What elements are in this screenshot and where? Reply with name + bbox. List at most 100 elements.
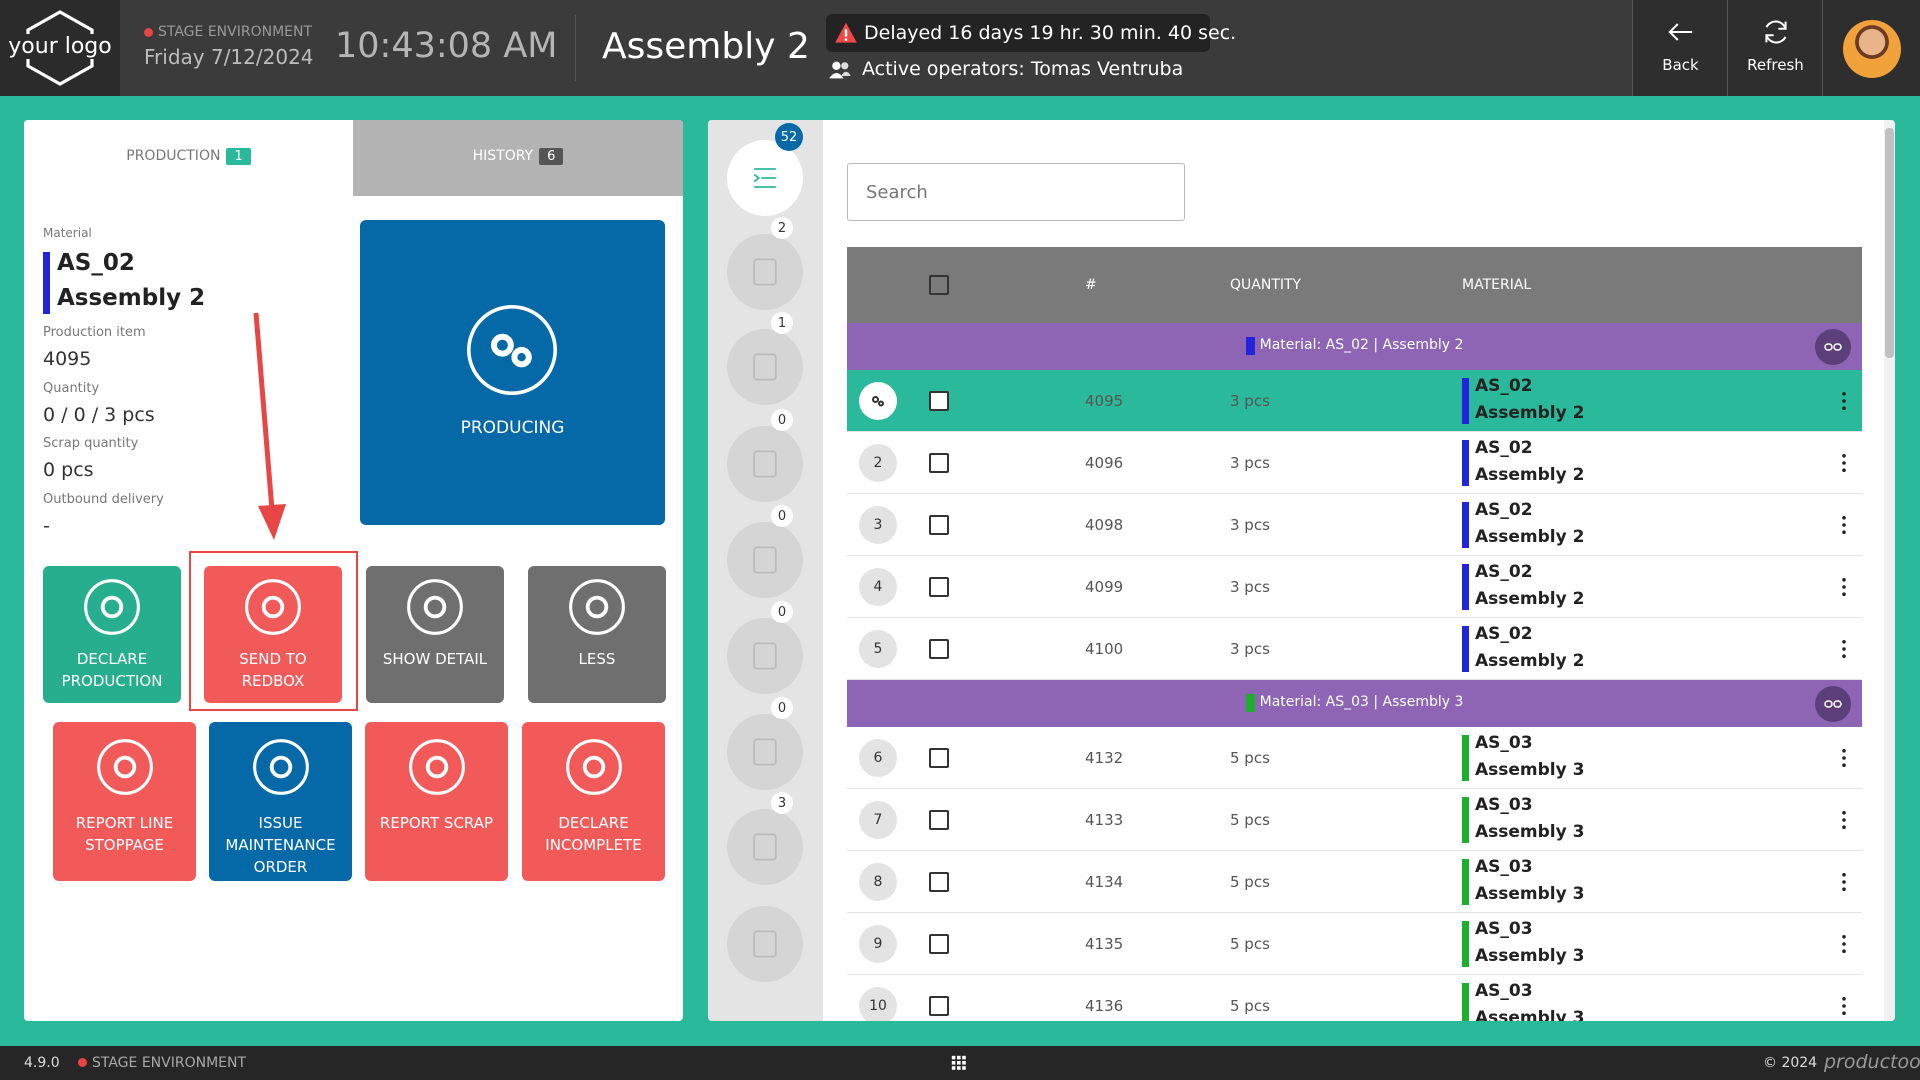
row-material-name: Assembly 2 [1475, 527, 1585, 547]
link-icon [1823, 337, 1843, 357]
divider [575, 15, 576, 81]
tab[interactable]: HISTORY 6 [353, 120, 683, 196]
icon-graphic [951, 1055, 966, 1070]
row-checkbox[interactable] [929, 639, 949, 659]
link-button[interactable] [1815, 329, 1851, 365]
table-row[interactable]: 7 4133 5 pcs AS_03 Assembly 3 [847, 789, 1862, 851]
sidebar-item[interactable] [727, 906, 803, 982]
action-label: ISSUE MAINTENANCE ORDER [225, 814, 336, 876]
link-icon [1823, 694, 1843, 714]
row-checkbox[interactable] [929, 748, 949, 768]
table-row[interactable]: 5 4100 3 pcs AS_02 Assembly 2 [847, 618, 1862, 680]
sidebar-count: 52 [775, 123, 803, 151]
icon-graphic [753, 833, 777, 861]
column-header: # [1085, 277, 1097, 293]
tab-count: 1 [226, 148, 251, 165]
group-label-wrap: Material: AS_02 | Assembly 2 [847, 337, 1862, 355]
icon-graphic [872, 396, 884, 407]
icon-graphic [1842, 935, 1846, 953]
scrollbar [1884, 120, 1895, 1021]
group-label: Material: AS_02 | Assembly 2 [1259, 337, 1464, 353]
refresh-button[interactable]: Refresh [1727, 0, 1822, 96]
action-icon [404, 576, 466, 638]
table-row[interactable]: 10 4136 5 pcs AS_03 Assembly 3 [847, 975, 1862, 1021]
sidebar-item[interactable] [727, 234, 803, 310]
action-button[interactable]: REPORT LINE STOPPAGE [53, 722, 196, 881]
sidebar-item[interactable] [727, 426, 803, 502]
sidebar-item[interactable] [727, 522, 803, 598]
action-button[interactable]: SEND TO REDBOX [204, 566, 342, 703]
table-row[interactable]: 8 4134 5 pcs AS_03 Assembly 3 [847, 851, 1862, 913]
row-checkbox[interactable] [929, 934, 949, 954]
row-material-bar [1462, 735, 1469, 781]
row-material-bar [1462, 797, 1469, 843]
row-number: 4134 [1085, 873, 1124, 891]
row-index: 10 [859, 987, 897, 1021]
icon-graphic [1824, 700, 1842, 708]
row-checkbox[interactable] [929, 453, 949, 473]
avatar-area[interactable] [1822, 0, 1920, 96]
icon-graphic [753, 353, 777, 381]
status-tile[interactable]: PRODUCING [360, 220, 665, 525]
env-label: STAGE ENVIRONMENT [158, 24, 313, 40]
row-menu [1832, 575, 1856, 599]
sidebar-item[interactable] [727, 809, 803, 885]
row-index: 4 [859, 568, 897, 606]
table: # QUANTITY MATERIAL Material: AS_02 | Assem… [847, 247, 1862, 1021]
action-button[interactable]: REPORT SCRAP [365, 722, 508, 881]
table-row[interactable]: 2 4096 3 pcs AS_02 Assembly 2 [847, 432, 1862, 494]
row-checkbox[interactable] [929, 391, 949, 411]
table-row[interactable]: 9 4135 5 pcs AS_03 Assembly 3 [847, 913, 1862, 975]
row-checkbox[interactable] [929, 996, 949, 1016]
tab-content: HISTORY 6 [353, 148, 683, 165]
row-material-code: AS_03 [1475, 733, 1533, 753]
row-material-code: AS_03 [1475, 795, 1533, 815]
row-material-code: AS_02 [1475, 562, 1533, 582]
tab-label: PRODUCTION [126, 148, 221, 164]
column-header: MATERIAL [1462, 277, 1532, 293]
icon-graphic [1842, 873, 1846, 891]
link-button[interactable] [1815, 686, 1851, 722]
icon-graphic [26, 10, 94, 86]
action-button[interactable]: DECLARE INCOMPLETE [522, 722, 665, 881]
sidebar-icon [747, 349, 783, 385]
row-checkbox[interactable] [929, 872, 949, 892]
row-number: 4136 [1085, 997, 1124, 1015]
table-row[interactable]: 3 4098 3 pcs AS_02 Assembly 2 [847, 494, 1862, 556]
row-material-code: AS_02 [1475, 438, 1533, 458]
icon-graphic [1668, 23, 1693, 41]
sidebar-item[interactable] [727, 714, 803, 790]
icon-graphic [835, 22, 857, 43]
action-button[interactable]: DECLARE PRODUCTION [43, 566, 181, 703]
table-row[interactable]: 4095 3 pcs AS_02 Assembly 2 [847, 370, 1862, 432]
table-header: # QUANTITY MATERIAL [847, 247, 1862, 323]
row-number: 4132 [1085, 749, 1124, 767]
search-box[interactable]: Search [847, 163, 1185, 221]
sidebar-count: 2 [771, 217, 793, 239]
sidebar-item[interactable] [727, 618, 803, 694]
sidebar-item[interactable] [727, 140, 803, 216]
tab[interactable]: PRODUCTION 1 [24, 120, 353, 196]
sidebar-icon [747, 638, 783, 674]
row-quantity: 5 pcs [1230, 997, 1270, 1015]
icon-graphic [408, 739, 465, 795]
table-row[interactable]: 4 4099 3 pcs AS_02 Assembly 2 [847, 556, 1862, 618]
sidebar-item[interactable] [727, 329, 803, 405]
action-button[interactable]: LESS [528, 566, 666, 703]
row-checkbox[interactable] [929, 515, 949, 535]
action-button[interactable]: SHOW DETAIL [366, 566, 504, 703]
row-checkbox[interactable] [929, 810, 949, 830]
row-quantity: 5 pcs [1230, 935, 1270, 953]
action-label: REPORT LINE STOPPAGE [75, 814, 174, 854]
select-all[interactable] [929, 275, 949, 295]
back-button[interactable]: Back [1632, 0, 1727, 96]
row-number: 4095 [1085, 392, 1124, 410]
action-button[interactable]: ISSUE MAINTENANCE ORDER [209, 722, 352, 881]
row-checkbox[interactable] [929, 577, 949, 597]
row-number: 4099 [1085, 578, 1124, 596]
env-dot [144, 28, 153, 37]
row-index: 3 [859, 506, 897, 544]
row-material-code: AS_03 [1475, 857, 1533, 877]
action-icon [563, 736, 625, 798]
table-row[interactable]: 6 4132 5 pcs AS_03 Assembly 3 [847, 727, 1862, 789]
